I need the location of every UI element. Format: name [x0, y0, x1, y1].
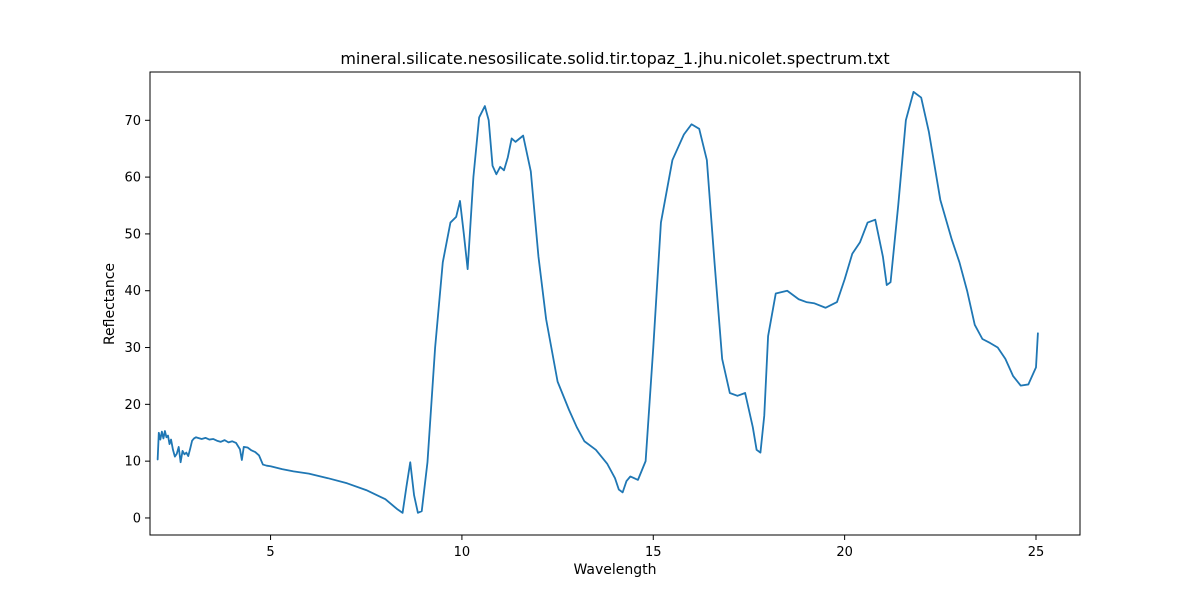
y-tick-label: 40 — [124, 284, 141, 299]
plot-area — [150, 72, 1080, 535]
y-tick-label: 20 — [124, 398, 141, 413]
y-tick-label: 60 — [124, 171, 141, 186]
axes-frame — [149, 71, 1081, 536]
x-tick-label: 10 — [454, 545, 471, 560]
chart-title: mineral.silicate.nesosilicate.solid.tir.… — [340, 49, 889, 69]
x-axis-label: Wavelength — [573, 562, 656, 578]
x-tick-label: 5 — [266, 545, 274, 560]
series-line-reflectance — [156, 90, 1039, 514]
x-tick-label: 20 — [836, 545, 853, 560]
axes-background — [150, 72, 1080, 535]
y-tick-label: 10 — [124, 455, 141, 470]
series-layer — [156, 90, 1039, 514]
x-axis: 5 10 15 20 25 — [266, 535, 1044, 560]
y-tick-label: 70 — [124, 114, 141, 129]
x-tick-label: 25 — [1028, 545, 1045, 560]
y-tick-label: 0 — [133, 511, 141, 526]
y-axis-label: Reflectance — [102, 263, 118, 345]
y-tick-label: 30 — [124, 341, 141, 356]
y-tick-label: 50 — [124, 227, 141, 242]
x-tick-label: 15 — [645, 545, 662, 560]
y-axis: 0 10 20 30 40 50 60 70 — [124, 114, 150, 526]
